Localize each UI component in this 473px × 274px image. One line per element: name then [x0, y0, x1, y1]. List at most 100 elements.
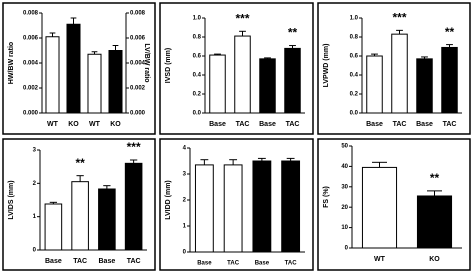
x-tick-label: KO: [110, 121, 121, 128]
significance-label: ***: [392, 11, 406, 25]
y-tick-label: 0.000: [130, 111, 146, 117]
y-tick-label: 3: [183, 172, 187, 178]
y-tick-label: 1.0: [350, 16, 359, 22]
y-tick-label: 0.2: [350, 92, 359, 98]
bar: [66, 23, 81, 114]
significance-label: ***: [127, 140, 141, 154]
y-tick-label: 40: [341, 164, 348, 170]
significance-label: **: [288, 26, 298, 40]
significance-label: **: [445, 25, 455, 39]
x-tick-label: WT: [47, 121, 59, 128]
y-axis-label: IVSD (mm): [165, 48, 172, 83]
bar: [441, 46, 458, 114]
x-tick-label: Base: [416, 121, 433, 128]
y-tick-label: 0.006: [23, 36, 39, 42]
x-tick-label: Base: [197, 261, 212, 267]
y-tick-label: 0.0: [193, 111, 202, 117]
x-tick-label: KO: [429, 256, 440, 263]
y-tick-label: 0.0: [350, 111, 359, 117]
x-tick-label: TAC: [236, 121, 250, 128]
y-tick-label: 0.006: [130, 36, 146, 42]
y-tick-label: 20: [341, 205, 348, 211]
bar: [284, 47, 301, 114]
bar: [98, 188, 116, 251]
y-tick-label: 1: [33, 214, 37, 220]
bar: [71, 181, 89, 251]
x-tick-label: Base: [366, 121, 383, 128]
y-tick-label: 0.4: [193, 73, 202, 79]
x-tick-label: Base: [255, 261, 270, 267]
x-tick-label: TAC: [285, 261, 298, 267]
bar: [366, 55, 383, 114]
y-tick-label: 0.004: [130, 61, 146, 67]
y-tick-label: 0.8: [350, 35, 359, 41]
y-tick-label: 0.000: [23, 111, 39, 117]
y-tick-label: 0: [183, 250, 187, 256]
y-tick-label: 1: [183, 224, 187, 230]
x-tick-label: TAC: [286, 121, 300, 128]
significance-label: **: [75, 156, 85, 170]
bar: [124, 162, 143, 251]
bar: [281, 160, 301, 253]
x-tick-label: TAC: [443, 121, 457, 128]
y-axis-label: LVIDS (mm): [8, 180, 15, 219]
bar: [209, 54, 226, 114]
x-tick-label: TAC: [393, 121, 407, 128]
y-tick-label: 0: [33, 248, 37, 254]
y-tick-label: 50: [341, 144, 348, 150]
y-axis-label: LVIDD (mm): [165, 180, 172, 220]
bar: [194, 164, 214, 253]
y-tick-label: 0.4: [350, 73, 359, 79]
panel-border: [159, 2, 314, 135]
bar: [252, 160, 272, 253]
panel-border: [2, 138, 156, 271]
y-axis-label: HW/BW ratio: [8, 42, 15, 84]
y-tick-label: 0.008: [23, 11, 39, 17]
y-tick-label: 2: [183, 198, 187, 204]
panel-border: [159, 138, 314, 271]
bar: [391, 33, 408, 114]
bar: [361, 166, 398, 249]
y-tick-label: 3: [33, 148, 37, 154]
y-tick-label: 2: [33, 181, 37, 187]
bar: [259, 58, 276, 114]
x-tick-label: KO: [68, 121, 79, 128]
panel-border: [2, 2, 156, 135]
x-tick-label: WT: [89, 121, 101, 128]
y-tick-label: 30: [341, 184, 348, 190]
x-tick-label: Base: [45, 258, 62, 265]
y-tick-label: 0.008: [130, 11, 146, 17]
y-tick-label: 0.6: [350, 54, 359, 60]
x-tick-label: TAC: [227, 261, 240, 267]
y-tick-label: 0: [345, 246, 349, 252]
y-tick-label: 0.004: [23, 61, 39, 67]
y-tick-label: 0.8: [193, 35, 202, 41]
bar: [45, 36, 60, 114]
bar: [223, 164, 243, 253]
y-tick-label: 0.002: [130, 86, 146, 92]
y-tick-label: 0.6: [193, 54, 202, 60]
significance-label: ***: [235, 11, 249, 25]
y-tick-label: 0.2: [193, 92, 202, 98]
significance-label: **: [430, 171, 440, 185]
x-tick-label: Base: [99, 258, 116, 265]
y-axis-label: LVPWD (mm): [323, 44, 330, 88]
y-tick-label: 4: [183, 146, 187, 152]
bar: [87, 53, 102, 114]
x-tick-label: TAC: [73, 258, 87, 265]
y-tick-label: 1.0: [193, 16, 202, 22]
bar: [416, 195, 453, 249]
x-tick-label: Base: [259, 121, 276, 128]
x-tick-label: WT: [374, 256, 386, 263]
y-axis-label: FS (%): [323, 186, 330, 208]
panel-border: [317, 138, 471, 271]
y-tick-label: 10: [341, 225, 348, 231]
bar: [108, 50, 123, 114]
y-tick-label: 0.002: [23, 86, 39, 92]
bar: [234, 35, 251, 114]
y2-axis-label: LV/BW ratio: [143, 43, 150, 82]
x-tick-label: Base: [209, 121, 226, 128]
bar: [416, 58, 433, 114]
panel-border: [317, 2, 471, 135]
